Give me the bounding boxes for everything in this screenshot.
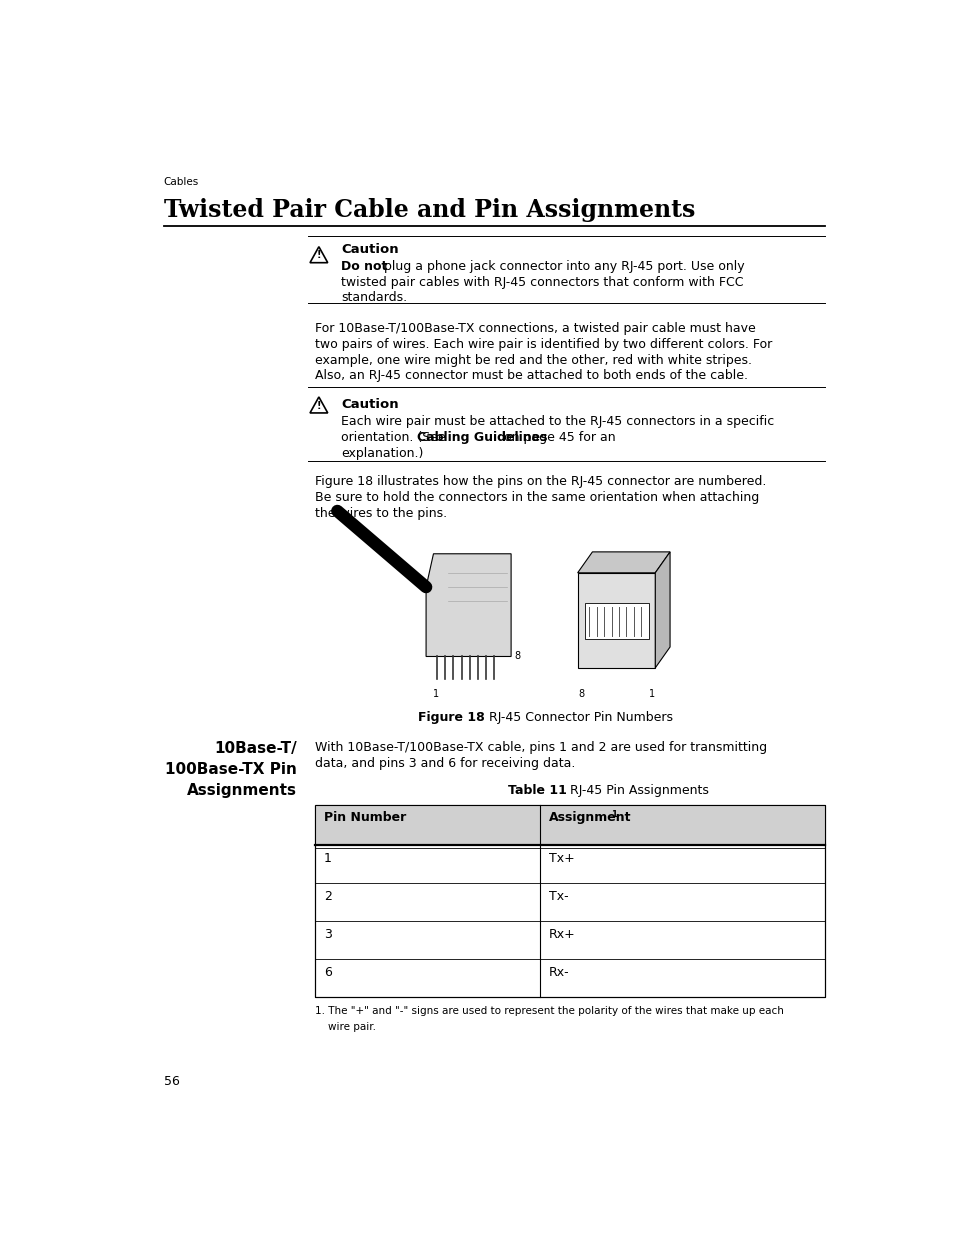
Text: Be sure to hold the connectors in the same orientation when attaching: Be sure to hold the connectors in the sa…	[314, 492, 759, 504]
Text: Rx+: Rx+	[548, 929, 575, 941]
Text: the wires to the pins.: the wires to the pins.	[314, 506, 447, 520]
Text: Each wire pair must be attached to the RJ-45 connectors in a specific: Each wire pair must be attached to the R…	[341, 415, 774, 429]
Text: 10Base-T/
100Base-TX Pin
Assignments: 10Base-T/ 100Base-TX Pin Assignments	[165, 741, 296, 798]
Text: twisted pair cables with RJ-45 connectors that conform with FCC: twisted pair cables with RJ-45 connector…	[341, 275, 742, 289]
Text: 8: 8	[514, 651, 519, 661]
FancyBboxPatch shape	[314, 805, 824, 997]
Text: wire pair.: wire pair.	[314, 1021, 375, 1031]
Text: 1. The "+" and "-" signs are used to represent the polarity of the wires that ma: 1. The "+" and "-" signs are used to rep…	[314, 1007, 783, 1016]
Text: 2: 2	[324, 890, 332, 904]
Text: For 10Base-T/100Base-TX connections, a twisted pair cable must have: For 10Base-T/100Base-TX connections, a t…	[314, 322, 755, 335]
Text: explanation.): explanation.)	[341, 447, 423, 459]
Polygon shape	[655, 552, 669, 668]
Text: plug a phone jack connector into any RJ-45 port. Use only: plug a phone jack connector into any RJ-…	[383, 261, 743, 273]
Text: on page 45 for an: on page 45 for an	[503, 431, 615, 445]
Text: !: !	[316, 251, 321, 261]
Text: data, and pins 3 and 6 for receiving data.: data, and pins 3 and 6 for receiving dat…	[314, 757, 575, 769]
Text: Cables: Cables	[164, 177, 198, 186]
Text: Also, an RJ-45 connector must be attached to both ends of the cable.: Also, an RJ-45 connector must be attache…	[314, 369, 747, 383]
Text: RJ-45 Pin Assignments: RJ-45 Pin Assignments	[570, 784, 708, 797]
Text: Pin Number: Pin Number	[324, 811, 406, 825]
Text: 1: 1	[610, 810, 616, 819]
Text: standards.: standards.	[341, 291, 407, 304]
FancyBboxPatch shape	[314, 805, 824, 845]
Text: Rx-: Rx-	[548, 967, 569, 979]
Text: orientation. (See: orientation. (See	[341, 431, 449, 445]
Text: Tx-: Tx-	[548, 890, 568, 904]
Text: Do not: Do not	[341, 261, 387, 273]
Text: 3: 3	[324, 929, 332, 941]
Polygon shape	[577, 552, 669, 573]
Text: Tx+: Tx+	[548, 852, 574, 866]
Text: Assignment: Assignment	[548, 811, 630, 825]
Text: two pairs of wires. Each wire pair is identified by two different colors. For: two pairs of wires. Each wire pair is id…	[314, 338, 772, 351]
Text: Table 11: Table 11	[507, 784, 566, 797]
Text: Cabling Guidelines: Cabling Guidelines	[416, 431, 547, 445]
Text: Caution: Caution	[341, 243, 398, 257]
Polygon shape	[426, 553, 511, 657]
Text: 1: 1	[648, 689, 654, 699]
Text: example, one wire might be red and the other, red with white stripes.: example, one wire might be red and the o…	[314, 353, 751, 367]
FancyBboxPatch shape	[584, 603, 649, 640]
Text: 6: 6	[324, 967, 332, 979]
Text: 1: 1	[432, 689, 438, 699]
Text: 56: 56	[164, 1076, 179, 1088]
Text: With 10Base-T/100Base-TX cable, pins 1 and 2 are used for transmitting: With 10Base-T/100Base-TX cable, pins 1 a…	[314, 741, 766, 755]
Text: 8: 8	[578, 689, 584, 699]
Text: Twisted Pair Cable and Pin Assignments: Twisted Pair Cable and Pin Assignments	[164, 198, 694, 221]
Text: !: !	[316, 400, 321, 410]
Text: Figure 18 illustrates how the pins on the RJ-45 connector are numbered.: Figure 18 illustrates how the pins on th…	[314, 475, 766, 488]
Text: Caution: Caution	[341, 399, 398, 411]
FancyBboxPatch shape	[577, 573, 655, 668]
Text: RJ-45 Connector Pin Numbers: RJ-45 Connector Pin Numbers	[488, 710, 672, 724]
Text: 1: 1	[324, 852, 332, 866]
Text: Figure 18: Figure 18	[418, 710, 485, 724]
